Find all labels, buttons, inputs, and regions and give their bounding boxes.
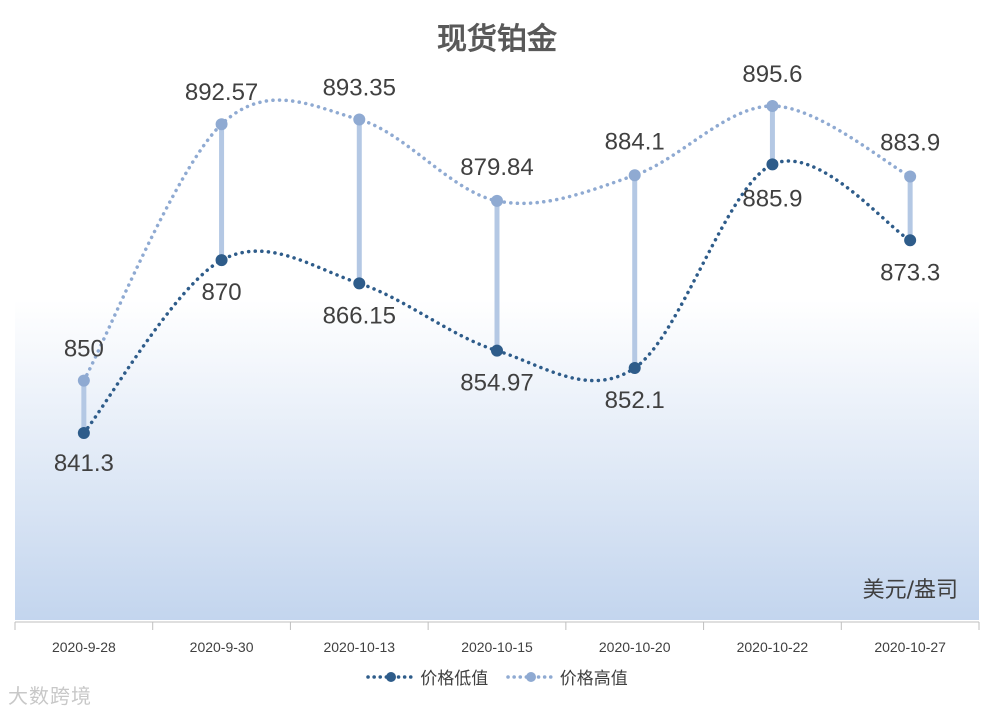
high-point (766, 100, 779, 112)
high-point (628, 169, 641, 182)
legend-swatch-high (505, 671, 556, 682)
low-point (77, 427, 90, 439)
low-point (628, 361, 641, 374)
x-tick-label: 2020-10-27 (874, 639, 946, 655)
low-data-label: 841.3 (54, 450, 114, 477)
high-data-label: 895.6 (742, 61, 802, 88)
x-tick-label: 2020-10-20 (599, 639, 671, 655)
high-point (491, 194, 503, 207)
high-data-label: 879.84 (460, 154, 533, 181)
low-data-label: 866.15 (323, 302, 396, 329)
low-data-label: 873.3 (880, 259, 940, 286)
low-point (766, 158, 779, 171)
high-data-label: 884.1 (605, 128, 665, 155)
high-point (353, 113, 366, 126)
x-tick-label: 2020-10-13 (323, 639, 395, 655)
legend-label-high: 价格高值 (559, 669, 628, 689)
high-data-label: 883.9 (880, 129, 940, 156)
x-tick-label: 2020-10-15 (461, 639, 533, 655)
watermark: 大数跨境 (8, 684, 92, 708)
unit-label: 美元/盎司 (862, 578, 958, 603)
low-data-label: 854.97 (460, 370, 533, 397)
high-data-label: 850 (64, 336, 104, 363)
low-point (353, 277, 366, 290)
legend-item-high: 价格高值 (505, 664, 628, 689)
x-tick-label: 2020-9-28 (52, 639, 116, 655)
high-point (77, 374, 90, 387)
legend-swatch-low (366, 671, 417, 682)
x-tick-label: 2020-10-22 (737, 639, 809, 655)
low-data-label: 870 (202, 279, 242, 306)
low-point (491, 344, 503, 357)
legend-label-low: 价格低值 (420, 669, 489, 689)
high-data-label: 892.57 (185, 79, 258, 106)
high-point (904, 170, 917, 183)
low-point (904, 234, 917, 247)
chart-title: 现货铂金 (437, 22, 557, 57)
low-point (215, 254, 228, 267)
high-point (215, 118, 228, 131)
low-data-label: 885.9 (742, 185, 802, 212)
x-tick-label: 2020-9-30 (190, 639, 254, 655)
legend-item-low: 价格低值 (366, 664, 488, 689)
high-data-label: 893.35 (323, 75, 396, 102)
low-data-label: 852.1 (605, 387, 665, 414)
legend: 价格低值 价格高值 (0, 664, 994, 690)
